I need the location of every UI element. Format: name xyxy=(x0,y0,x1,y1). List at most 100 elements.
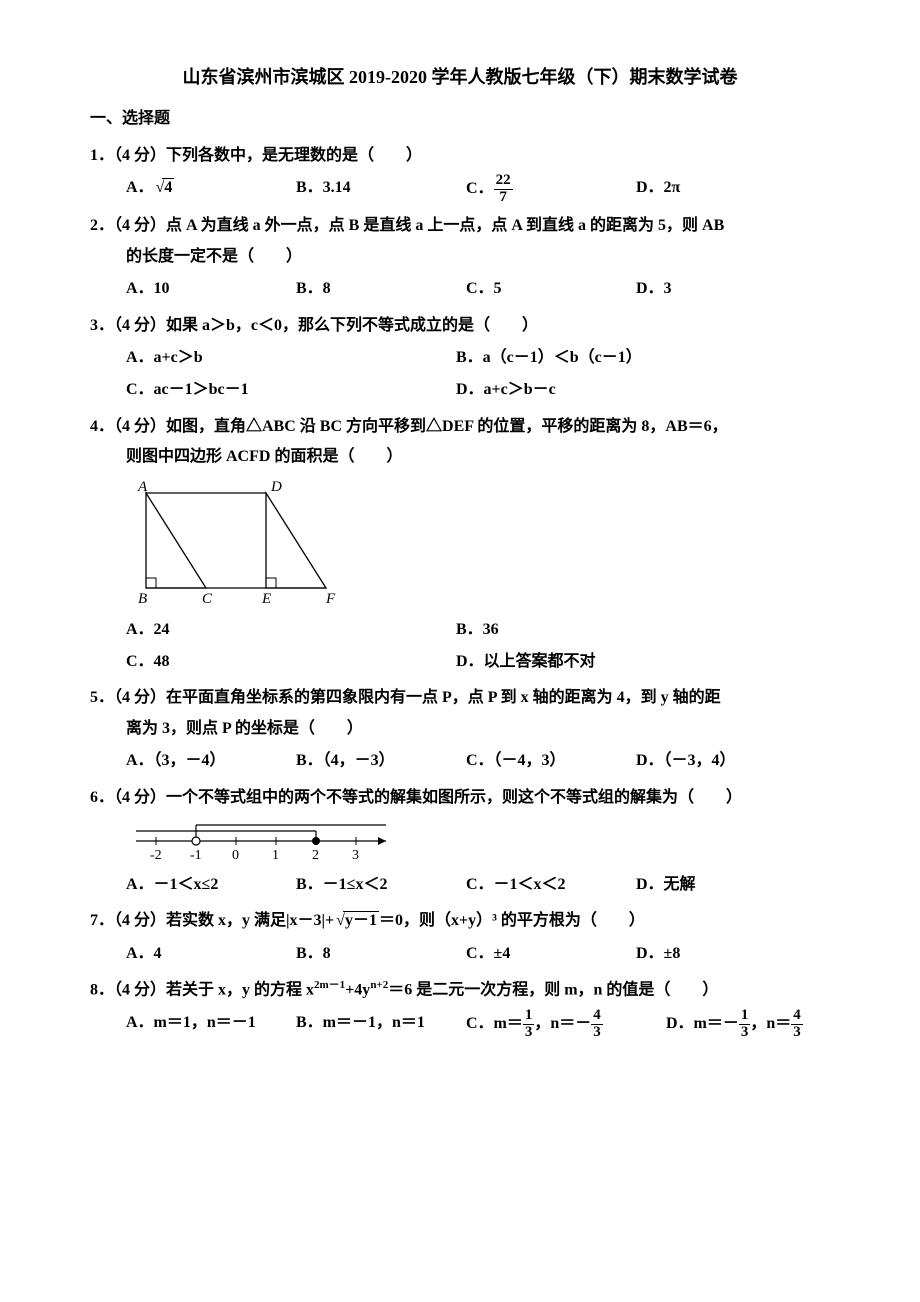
fraction-icon: 43 xyxy=(591,1008,603,1041)
svg-text:B: B xyxy=(138,591,147,607)
q8-opt-c: C．m＝13，n＝－43 xyxy=(466,1008,666,1041)
q1-stem: 1．（4 分）下列各数中，是无理数的是（ ） xyxy=(90,141,830,171)
f-den: 3 xyxy=(523,1025,535,1041)
q6-opt-d: D．无解 xyxy=(636,870,806,900)
question-1: 1．（4 分）下列各数中，是无理数的是（ ） A．√4 B．3.14 C．227… xyxy=(90,141,830,206)
q7-opt-a: A．4 xyxy=(126,939,296,969)
page-title: 山东省滨州市滨城区 2019-2020 学年人教版七年级（下）期末数学试卷 xyxy=(90,60,830,94)
q2-options: A．10 B．8 C．5 D．3 xyxy=(90,274,830,304)
q4-line2: 则图中四边形 ACFD 的面积是（ ） xyxy=(90,442,830,472)
svg-text:1: 1 xyxy=(272,848,279,863)
q4-opt-d: D．以上答案都不对 xyxy=(456,647,786,677)
q2-opt-a: A．10 xyxy=(126,274,296,304)
q1-a-prefix: A． xyxy=(126,179,154,196)
q3-opt-b: B．a（c－1）＜b（c－1） xyxy=(456,343,786,373)
q5-opt-b: B．（4，－3） xyxy=(296,746,466,776)
q1-a-radicand: 4 xyxy=(162,178,174,196)
q1-c-prefix: C． xyxy=(466,180,494,197)
q8-exp2: n+2 xyxy=(370,979,388,991)
svg-text:-2: -2 xyxy=(150,848,162,863)
q6-opt-b: B．－1≤x＜2 xyxy=(296,870,466,900)
q4-options-2: C．48 D．以上答案都不对 xyxy=(90,647,830,677)
svg-text:2: 2 xyxy=(312,848,319,863)
q5-opt-c: C．（－4，3） xyxy=(466,746,636,776)
q6-options: A．－1＜x≤2 B．－1≤x＜2 C．－1＜x＜2 D．无解 xyxy=(90,870,830,900)
f-num: 1 xyxy=(739,1008,751,1025)
q5-options: A．（3，－4） B．（4，－3） C．（－4，3） D．（－3，4） xyxy=(90,746,830,776)
q4-opt-c: C．48 xyxy=(126,647,456,677)
triangle-diagram-icon: A D B C E F xyxy=(126,473,356,613)
fraction-icon: 13 xyxy=(739,1008,751,1041)
q1-c-num: 22 xyxy=(494,173,513,190)
q6-stem: 6．（4 分）一个不等式组中的两个不等式的解集如图所示，则这个不等式组的解集为（… xyxy=(90,783,830,813)
q5-opt-a: A．（3，－4） xyxy=(126,746,296,776)
q7-post: ＝0，则（x+y）³ 的平方根为（ ） xyxy=(379,912,645,929)
q8-opt-a: A．m＝1，n＝－1 xyxy=(126,1008,296,1041)
q8-options: A．m＝1，n＝－1 B．m＝－1，n＝1 C．m＝13，n＝－43 D．m＝－… xyxy=(90,1008,830,1041)
q1-opt-c: C．227 xyxy=(466,173,636,206)
q2-opt-d: D．3 xyxy=(636,274,806,304)
q8-opt-b: B．m＝－1，n＝1 xyxy=(296,1008,466,1041)
q7-pre: 7．（4 分）若实数 x，y 满足|x－3|+ xyxy=(90,912,334,929)
number-line-icon: -2 -1 0 1 2 3 xyxy=(126,813,406,868)
q3-opt-a: A．a+c＞b xyxy=(126,343,456,373)
sqrt-icon: √4 xyxy=(154,173,175,203)
q5-line1: 5．（4 分）在平面直角坐标系的第四象限内有一点 P，点 P 到 x 轴的距离为… xyxy=(90,683,830,713)
q8-d-mid: ，n＝ xyxy=(750,1015,791,1032)
f-num: 4 xyxy=(791,1008,803,1025)
question-2: 2．（4 分）点 A 为直线 a 外一点，点 B 是直线 a 上一点，点 A 到… xyxy=(90,211,830,304)
fraction-icon: 13 xyxy=(523,1008,535,1041)
f-den: 3 xyxy=(739,1025,751,1041)
q8-mid: +4y xyxy=(345,981,370,998)
q8-stem: 8．（4 分）若关于 x，y 的方程 x2m－1+4yn+2＝6 是二元一次方程… xyxy=(90,975,830,1006)
q2-line2: 的长度一定不是（ ） xyxy=(90,242,830,272)
fraction-icon: 43 xyxy=(791,1008,803,1041)
fraction-icon: 227 xyxy=(494,173,513,206)
q8-c-mid: ，n＝－ xyxy=(534,1015,591,1032)
q8-opt-d: D．m＝－13，n＝43 xyxy=(666,1008,866,1041)
q6-figure: -2 -1 0 1 2 3 xyxy=(90,813,830,868)
question-7: 7．（4 分）若实数 x，y 满足|x－3|+√y－1＝0，则（x+y）³ 的平… xyxy=(90,906,830,969)
q6-opt-c: C．－1＜x＜2 xyxy=(466,870,636,900)
sqrt-icon: √y－1 xyxy=(334,906,379,936)
question-8: 8．（4 分）若关于 x，y 的方程 x2m－1+4yn+2＝6 是二元一次方程… xyxy=(90,975,830,1040)
q5-line2: 离为 3，则点 P 的坐标是（ ） xyxy=(90,714,830,744)
question-5: 5．（4 分）在平面直角坐标系的第四象限内有一点 P，点 P 到 x 轴的距离为… xyxy=(90,683,830,776)
q7-stem: 7．（4 分）若实数 x，y 满足|x－3|+√y－1＝0，则（x+y）³ 的平… xyxy=(90,906,830,936)
q4-options-1: A．24 B．36 xyxy=(90,615,830,645)
q4-line1: 4．（4 分）如图，直角△ABC 沿 BC 方向平移到△DEF 的位置，平移的距… xyxy=(90,412,830,442)
q4-figure: A D B C E F xyxy=(90,473,830,613)
q5-opt-d: D．（－3，4） xyxy=(636,746,806,776)
section-header: 一、选择题 xyxy=(90,104,830,134)
question-3: 3．（4 分）如果 a＞b，c＜0，那么下列不等式成立的是（ ） A．a+c＞b… xyxy=(90,311,830,406)
svg-text:F: F xyxy=(325,591,336,607)
q8-exp1: 2m－1 xyxy=(314,979,345,991)
q3-options-2: C．ac－1＞bc－1 D．a+c＞b－c xyxy=(90,375,830,405)
q1-opt-d: D．2π xyxy=(636,173,806,206)
q7-opt-c: C．±4 xyxy=(466,939,636,969)
question-4: 4．（4 分）如图，直角△ABC 沿 BC 方向平移到△DEF 的位置，平移的距… xyxy=(90,412,830,678)
q3-stem: 3．（4 分）如果 a＞b，c＜0，那么下列不等式成立的是（ ） xyxy=(90,311,830,341)
svg-text:E: E xyxy=(261,591,271,607)
q6-opt-a: A．－1＜x≤2 xyxy=(126,870,296,900)
q4-opt-a: A．24 xyxy=(126,615,456,645)
f-den: 3 xyxy=(791,1025,803,1041)
q2-opt-b: B．8 xyxy=(296,274,466,304)
q4-opt-b: B．36 xyxy=(456,615,786,645)
q1-options: A．√4 B．3.14 C．227 D．2π xyxy=(90,173,830,206)
f-num: 4 xyxy=(591,1008,603,1025)
svg-text:D: D xyxy=(270,479,282,495)
f-den: 3 xyxy=(591,1025,603,1041)
svg-text:0: 0 xyxy=(232,848,239,863)
q7-options: A．4 B．8 C．±4 D．±8 xyxy=(90,939,830,969)
q8-d-pre: D．m＝－ xyxy=(666,1015,739,1032)
svg-text:C: C xyxy=(202,591,213,607)
q2-opt-c: C．5 xyxy=(466,274,636,304)
q7-opt-b: B．8 xyxy=(296,939,466,969)
q1-c-den: 7 xyxy=(494,190,513,206)
f-num: 1 xyxy=(523,1008,535,1025)
q8-pre: 8．（4 分）若关于 x，y 的方程 x xyxy=(90,981,314,998)
q7-radicand: y－1 xyxy=(343,911,379,929)
q2-line1: 2．（4 分）点 A 为直线 a 外一点，点 B 是直线 a 上一点，点 A 到… xyxy=(90,211,830,241)
q7-opt-d: D．±8 xyxy=(636,939,806,969)
